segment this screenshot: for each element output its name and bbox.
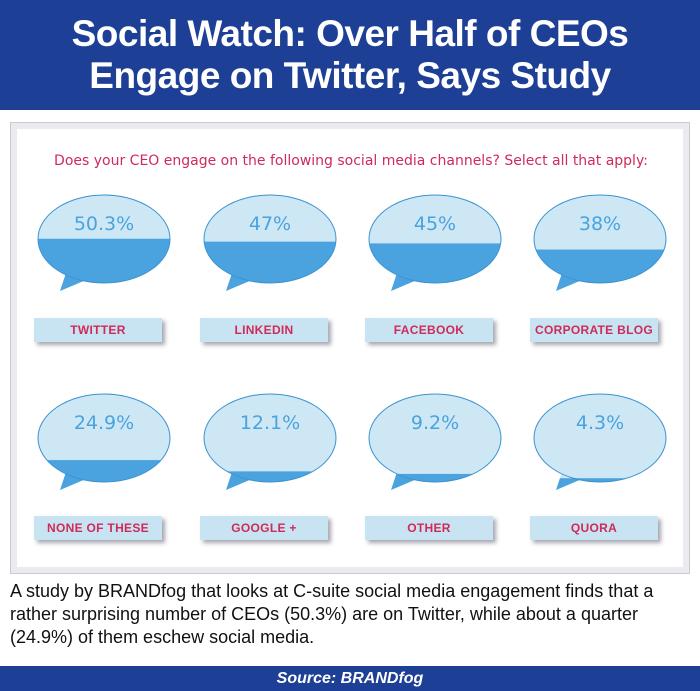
bubble-facebook: 45%: [368, 194, 502, 291]
source-credit: Source: BRANDfog: [276, 669, 424, 687]
bubble-corporate-blog: 38%: [533, 194, 667, 291]
page-title: Social Watch: Over Half of CEOs Engage o…: [71, 13, 629, 96]
bubble-fill-corporate-blog: [534, 249, 666, 291]
bubble-outline-none-of-these: [37, 393, 171, 483]
bubble-other: 9.2%: [368, 393, 502, 490]
value-label-twitter: 50.3%: [74, 213, 134, 235]
bubble-fill-facebook: [369, 243, 501, 291]
study-description: A study by BRANDfog that looks at C-suit…: [10, 581, 654, 647]
value-label-corporate-blog: 38%: [579, 213, 621, 235]
value-label-google: 12.1%: [240, 412, 300, 434]
bubble-fill-quora: [534, 478, 666, 490]
bubble-fill-linkedin: [204, 241, 336, 291]
category-label-quora: QUORA: [530, 516, 658, 540]
bubble-linkedin: 47%: [203, 194, 337, 291]
bubble-outline-twitter: [37, 194, 171, 284]
header-banner: Social Watch: Over Half of CEOs Engage o…: [0, 0, 700, 110]
bubble-fill-none-of-these: [38, 460, 170, 490]
category-label-corporate-blog: CORPORATE BLOG: [530, 318, 658, 342]
bubble-quora: 4.3%: [533, 393, 667, 490]
bubble-none-of-these: 24.9%: [37, 393, 171, 490]
value-label-linkedin: 47%: [249, 213, 291, 235]
category-label-facebook: FACEBOOK: [365, 318, 493, 342]
bubble-fill-other: [369, 473, 501, 490]
bubble-empty-quora: [534, 394, 666, 490]
chart-panel: Does your CEO engage on the following so…: [10, 122, 690, 574]
value-label-facebook: 45%: [414, 213, 456, 235]
category-label-twitter: TWITTER: [34, 318, 162, 342]
bubble-outline-google: [203, 393, 337, 483]
bubble-outline-corporate-blog: [533, 194, 667, 284]
category-label-none-of-these: NONE OF THESE: [34, 516, 162, 540]
category-label-other: OTHER: [365, 516, 493, 540]
bubble-google: 12.1%: [203, 393, 337, 490]
value-label-quora: 4.3%: [576, 412, 624, 434]
value-label-other: 9.2%: [411, 412, 459, 434]
value-label-none-of-these: 24.9%: [74, 412, 134, 434]
bubble-outline-quora: [533, 393, 667, 483]
category-label-google: GOOGLE +: [200, 516, 328, 540]
bubble-twitter: 50.3%: [37, 194, 171, 291]
footer-banner: Source: BRANDfog: [0, 666, 700, 691]
chart-question: Does your CEO engage on the following so…: [54, 153, 648, 169]
bubble-fill-twitter: [38, 238, 170, 291]
category-label-linkedin: LINKEDIN: [200, 318, 328, 342]
bubble-outline-facebook: [368, 194, 502, 284]
bubble-outline-other: [368, 393, 502, 483]
bubble-outline-linkedin: [203, 194, 337, 284]
